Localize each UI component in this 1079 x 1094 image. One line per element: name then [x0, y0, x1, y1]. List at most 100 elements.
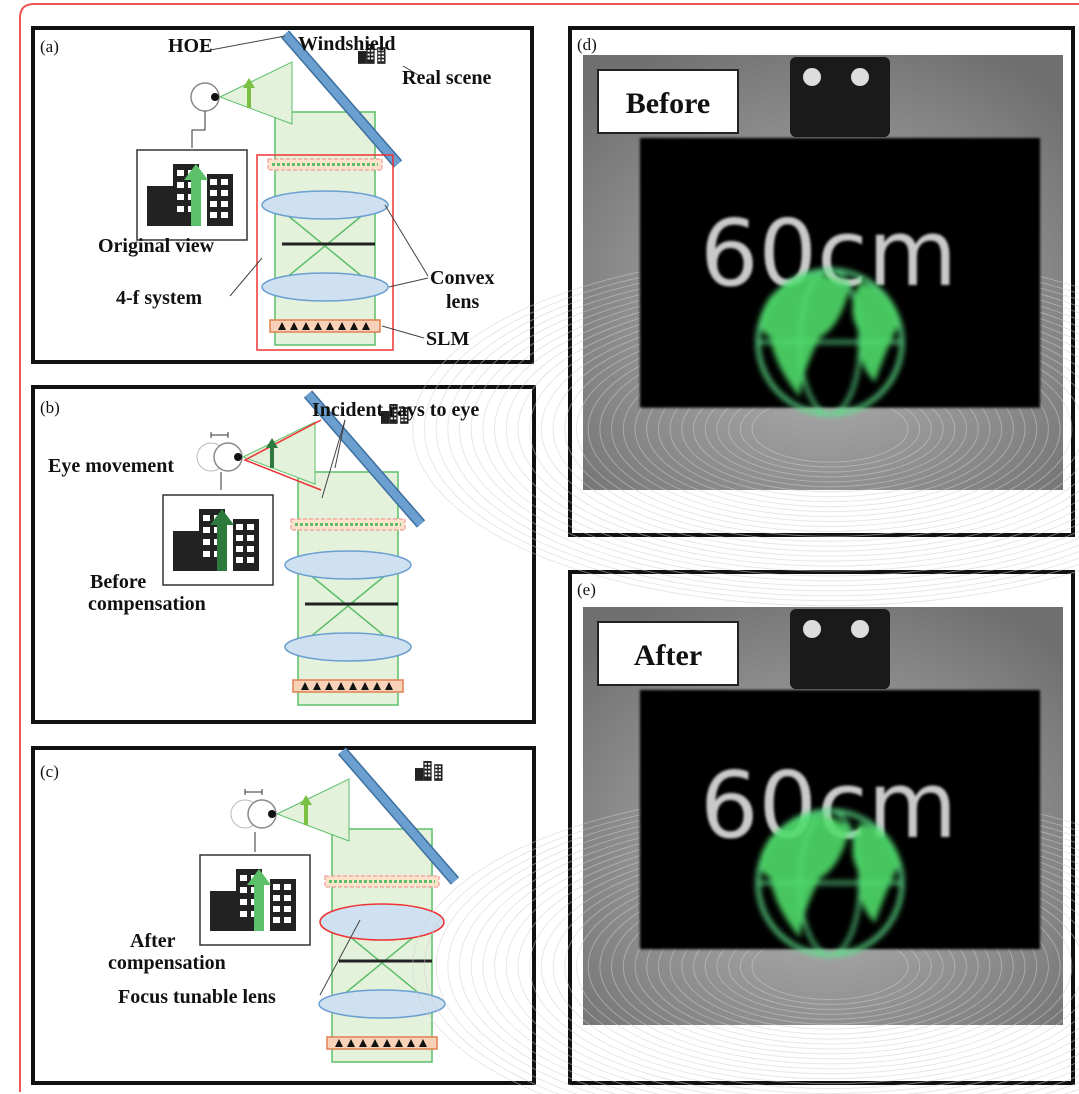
window	[240, 911, 247, 917]
slm	[293, 680, 403, 692]
panel-label: (b)	[40, 398, 60, 417]
window	[247, 546, 254, 552]
lens	[285, 633, 411, 661]
focus-tunable-lens-label: Focus tunable lens	[118, 986, 276, 1008]
window	[236, 524, 243, 530]
window	[240, 899, 247, 905]
window	[284, 917, 291, 923]
window	[439, 773, 441, 775]
window	[203, 551, 210, 557]
window	[203, 539, 210, 545]
line: lens	[446, 291, 480, 313]
window	[247, 524, 254, 530]
window	[177, 194, 184, 200]
lens	[262, 273, 388, 301]
window	[368, 57, 370, 59]
window	[236, 546, 243, 552]
beam	[298, 472, 398, 705]
image-arrow	[247, 86, 251, 108]
system-label: 4-f system	[116, 287, 202, 309]
pupil	[211, 93, 219, 101]
building	[147, 186, 173, 226]
arrow-shaft	[217, 523, 227, 571]
window	[435, 769, 437, 771]
window	[221, 201, 228, 207]
image-arrow	[304, 803, 308, 825]
panel-label: (a)	[40, 37, 59, 56]
building	[415, 768, 423, 781]
window	[247, 557, 254, 563]
window	[273, 906, 280, 912]
window	[273, 895, 280, 901]
slm	[270, 320, 380, 332]
line: Before	[90, 571, 146, 593]
figure: 60cmBefore60cmAfter (a) HOE Windshield R…	[0, 0, 1079, 1094]
window	[439, 766, 441, 768]
window	[378, 59, 380, 61]
window	[177, 206, 184, 212]
mount	[790, 609, 890, 689]
panel-label: (d)	[577, 35, 597, 54]
line: compensation	[88, 593, 206, 615]
window	[439, 769, 441, 771]
window	[435, 776, 437, 778]
tunable-lens	[320, 904, 444, 940]
window	[428, 771, 430, 773]
window	[273, 884, 280, 890]
slm-label: SLM	[426, 328, 469, 350]
window	[221, 179, 228, 185]
window	[210, 201, 217, 207]
window	[425, 767, 427, 769]
window	[428, 774, 430, 776]
real-scene-label: Real scene	[402, 67, 492, 89]
building	[423, 761, 431, 781]
lens	[319, 990, 445, 1018]
window	[382, 59, 384, 61]
hoe-label: HOE	[168, 35, 212, 57]
window	[177, 182, 184, 188]
eye-movement-label: Eye movement	[48, 455, 174, 477]
incident-rays-label: Incident rays to eye	[312, 399, 479, 421]
windshield-label: Windshield	[298, 33, 395, 55]
window	[284, 895, 291, 901]
tag-text: After	[634, 639, 702, 672]
line: After	[130, 930, 176, 952]
window	[210, 190, 217, 196]
lens	[262, 191, 388, 219]
window	[236, 557, 243, 563]
window	[203, 527, 210, 533]
pupil	[268, 810, 276, 818]
mount	[790, 57, 890, 137]
window	[177, 170, 184, 176]
lens	[285, 551, 411, 579]
beam	[275, 112, 375, 345]
window	[439, 776, 441, 778]
image-arrow	[270, 446, 274, 468]
mount-hole	[851, 68, 869, 86]
window	[425, 774, 427, 776]
building	[210, 891, 236, 931]
window	[435, 773, 437, 775]
panel-label: (c)	[40, 762, 59, 781]
window	[273, 917, 280, 923]
window	[236, 535, 243, 541]
window	[210, 212, 217, 218]
arrow-shaft	[191, 178, 201, 226]
beam	[332, 829, 432, 1062]
window	[425, 771, 427, 773]
window	[435, 766, 437, 768]
original-view-label: Original view	[98, 235, 215, 257]
building	[173, 531, 199, 571]
window	[240, 887, 247, 893]
window	[210, 179, 217, 185]
window	[240, 875, 247, 881]
tag-text: Before	[626, 87, 710, 120]
window	[203, 515, 210, 521]
line: compensation	[108, 952, 226, 974]
window	[382, 56, 384, 58]
window	[221, 190, 228, 196]
mount-hole	[851, 620, 869, 638]
window	[284, 906, 291, 912]
window	[378, 56, 380, 58]
window	[247, 535, 254, 541]
